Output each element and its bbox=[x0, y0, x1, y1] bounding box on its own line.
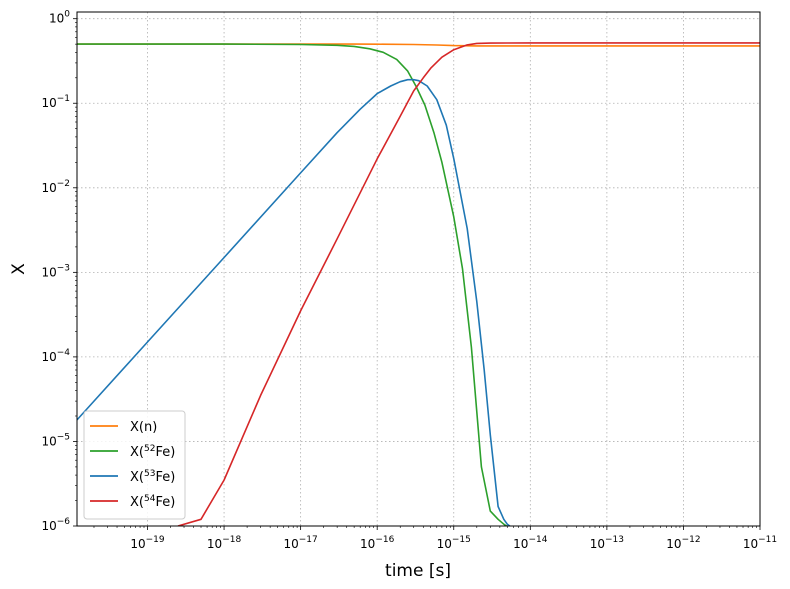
x-axis-ticks: 10−19 10−18 10−17 10−16 10−15 10−14 10−13 10−12… bbox=[93, 526, 777, 551]
plot-frame bbox=[76, 11, 761, 527]
y-axis-ticks: 100 10−1 10−2 10−3 10−4 10−5 10−6 bbox=[41, 10, 77, 533]
y-tick-label: 100 bbox=[49, 10, 70, 26]
y-tick-label: 10−6 bbox=[41, 517, 70, 533]
legend-label-0: X(n) bbox=[130, 420, 157, 435]
series-line-3 bbox=[177, 42, 760, 526]
x-tick-label: 10−14 bbox=[513, 535, 548, 551]
x-tick-label: 10−18 bbox=[207, 535, 242, 551]
legend: X(n) X(52Fe) X(53Fe) X(54Fe) bbox=[83, 410, 186, 520]
x-tick-label: 10−16 bbox=[360, 535, 395, 551]
series-line-1 bbox=[77, 43, 508, 526]
x-tick-label: 10−13 bbox=[590, 535, 624, 551]
series-line-2 bbox=[77, 78, 511, 526]
x-tick-label: 10−12 bbox=[666, 535, 700, 551]
y-tick-label: 10−2 bbox=[41, 179, 70, 195]
y-tick-label: 10−4 bbox=[41, 348, 70, 364]
series-layer bbox=[77, 42, 760, 526]
legend-label-2: X(53Fe) bbox=[130, 469, 175, 485]
legend-label-3: X(54Fe) bbox=[130, 494, 175, 510]
x-tick-label: 10−15 bbox=[437, 535, 471, 551]
x-tick-label: 10−19 bbox=[130, 535, 165, 551]
y-tick-label: 10−5 bbox=[41, 432, 70, 448]
x-axis-label: time [s] bbox=[385, 561, 451, 581]
legend-box bbox=[83, 410, 186, 520]
legend-label-1: X(52Fe) bbox=[130, 444, 175, 460]
x-tick-label: 10−17 bbox=[283, 535, 317, 551]
y-tick-label: 10−3 bbox=[41, 263, 70, 279]
x-tick-label: 10−11 bbox=[743, 535, 777, 551]
y-tick-label: 10−1 bbox=[41, 94, 70, 110]
plot-background bbox=[77, 12, 760, 526]
y-axis-label: X bbox=[9, 263, 29, 275]
